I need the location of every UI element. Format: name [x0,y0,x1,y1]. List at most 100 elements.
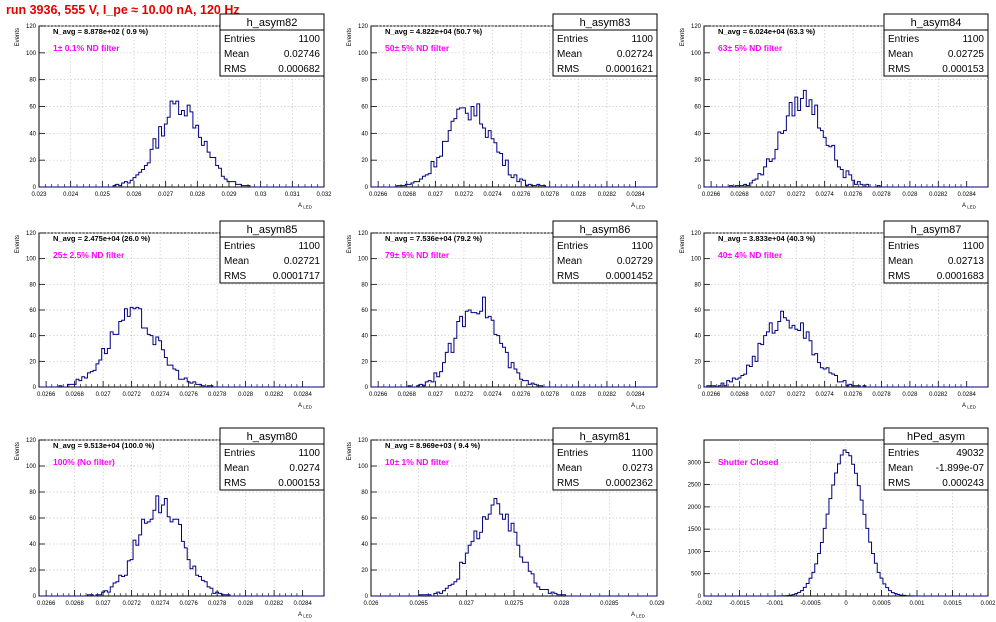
x-tick-label: 0.0282 [265,601,284,607]
stats-label: RMS [224,64,247,75]
stats-box-title: h_asym84 [911,17,962,29]
n-avg-label: N_avg = 9.513e+04 (100.0 %) [53,441,155,450]
stats-label: RMS [557,271,580,282]
n-avg-label: N_avg = 2.475e+04 (26.0 %) [53,234,151,243]
x-tick-label: 0.0276 [179,601,198,607]
y-tick-label: 20 [361,568,368,574]
y-tick-label: 40 [361,131,368,137]
stats-label: Entries [888,241,919,252]
stats-label: Mean [888,256,913,267]
stats-box-title: h_asym80 [247,431,298,443]
x-tick-label: 0.0274 [816,392,835,398]
x-tick-label: -0.0015 [729,601,750,607]
n-avg-label: N_avg = 3.833e+04 (40.3 %) [718,234,816,243]
histogram-panel-h_asym82: 0.023 0.024 0.025 0.026 0.027 0.028 0.029 0.03 0… [15,14,332,210]
stats-label: Mean [557,463,582,474]
y-tick-label: 100 [691,51,702,57]
x-tick-label: 0.0272 [455,192,474,198]
stats-label: RMS [557,64,580,75]
y-tick-label: 100 [691,257,702,263]
y-tick-label: 100 [358,464,369,470]
stats-label: RMS [557,478,580,489]
x-tick-label: 0 [844,601,848,607]
filter-label: 40± 4% ND filter [718,250,783,260]
y-tick-label: 20 [361,158,368,164]
stats-value: 0.000153 [942,64,984,75]
stats-value: 0.0273 [622,463,653,474]
x-tick-label: 0.0284 [626,392,645,398]
x-tick-label: 0.0274 [151,392,170,398]
stats-label: Entries [888,448,919,459]
x-tick-label: 0.0268 [398,192,417,198]
stats-value: 0.0001452 [606,271,654,282]
x-tick-label: 0.0274 [151,601,170,607]
stats-value: 0.02725 [948,49,985,60]
x-tick-label: 0.029 [649,601,665,607]
x-tick-label: 0.0268 [398,392,417,398]
stats-label: RMS [888,478,911,489]
histogram-panel-h_asym81: 0.026 0.0265 0.027 0.0275 0.028 0.0285 0.02902… [347,428,665,619]
x-tick-label: 0.001 [909,601,925,607]
stats-value: 0.02746 [284,49,321,60]
x-tick-label: 0.0282 [929,392,948,398]
y-tick-label: 40 [361,542,368,548]
x-tick-label: 0.027 [428,192,444,198]
y-tick-label: 80 [694,282,701,288]
stats-box-title: hPed_asym [907,431,965,443]
x-tick-label: 0.028 [902,392,918,398]
y-tick-label: 0 [365,385,369,391]
y-tick-label: 60 [361,308,368,314]
x-tick-label: 0.0278 [208,392,227,398]
y-tick-label: 0 [698,385,702,391]
filter-label: 100% (No filter) [53,457,115,467]
x-tick-label: 0.0276 [512,192,531,198]
stats-value: 1100 [962,241,984,252]
x-tick-label: 0.0266 [37,601,56,607]
x-tick-label: 0.0278 [541,392,560,398]
y-tick-label: 80 [29,78,36,84]
y-tick-label: 100 [26,464,37,470]
stats-label: Entries [224,34,255,45]
x-tick-label: 0.028 [190,192,206,198]
x-tick-label: 0.0278 [872,192,891,198]
stats-label: Entries [557,34,588,45]
stats-box-title: h_asym87 [911,224,962,236]
x-axis-title: A LED [631,403,646,410]
n-avg-label: N_avg = 8.878e+02 ( 0.9 %) [53,27,149,36]
filter-label: 25± 2.5% ND filter [53,250,125,260]
filter-label: 1± 0.1% ND filter [53,43,120,53]
y-tick-label: 120 [691,231,702,237]
stats-box-title: h_asym81 [580,431,631,443]
y-tick-label: 120 [26,438,37,444]
stats-value: 0.02729 [617,256,654,267]
histogram-panel-h_asym87: 0.0266 0.0268 0.027 0.0272 0.0274 0.0276 0.027… [680,221,988,410]
x-tick-label: 0.0285 [600,601,619,607]
y-tick-label: 40 [29,542,36,548]
x-tick-label: 0.0272 [787,392,806,398]
x-tick-label: 0.0284 [293,392,312,398]
stats-label: Mean [557,49,582,60]
x-tick-label: 0.026 [363,601,379,607]
x-tick-label: 0.0276 [512,392,531,398]
y-tick-label: 3000 [688,460,702,466]
x-tick-label: 0.0282 [929,192,948,198]
x-tick-label: -0.001 [766,601,784,607]
x-tick-label: 0.0265 [409,601,428,607]
stats-label: Mean [888,463,913,474]
x-tick-label: 0.0276 [844,192,863,198]
x-axis-title: A LED [298,612,313,619]
filter-label: 10± 1% ND filter [385,457,450,467]
x-tick-label: 0.03 [255,192,267,198]
x-tick-label: 0.0282 [265,392,284,398]
x-tick-label: 0.025 [95,192,111,198]
stats-value: 1100 [298,448,320,459]
n-avg-label: N_avg = 4.822e+04 (50.7 %) [385,27,483,36]
x-tick-label: 0.028 [902,192,918,198]
y-tick-label: 80 [361,490,368,496]
x-tick-label: 0.026 [126,192,142,198]
y-tick-label: 120 [358,438,369,444]
filter-label: 63± 5% ND filter [718,43,783,53]
y-tick-label: 20 [29,359,36,365]
x-tick-label: 0.0276 [179,392,198,398]
y-tick-label: 120 [26,231,37,237]
